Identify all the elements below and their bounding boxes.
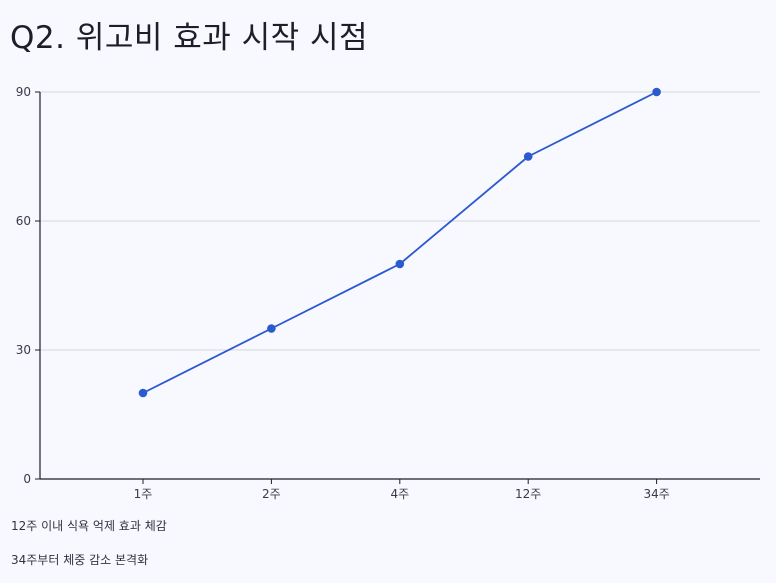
y-tick-label: 30 <box>16 343 31 357</box>
chart-title: Q2. 위고비 효과 시작 시점 <box>10 20 369 56</box>
x-tick-label: 34주 <box>643 487 669 501</box>
x-tick-label: 12주 <box>515 487 541 501</box>
series-line <box>142 91 658 394</box>
y-tick-label: 90 <box>16 85 31 99</box>
data-point <box>138 388 148 398</box>
data-point <box>652 87 661 97</box>
footnote: 12주 이내 식욕 억제 효과 체감 <box>11 519 167 533</box>
data-point <box>267 324 276 333</box>
x-tick-label: 1주 <box>134 487 153 501</box>
y-tick-label: 60 <box>16 214 31 228</box>
tick-labels: 0 30 60 90 1주 2주 4주 12주 34주 <box>16 85 670 501</box>
y-tick-label: 0 <box>23 472 31 486</box>
series <box>138 87 661 398</box>
x-tick-label: 4주 <box>390 487 409 501</box>
line-chart: 0 30 60 90 1주 2주 4주 12주 34주 <box>16 85 760 501</box>
gridlines <box>40 91 760 351</box>
footnotes: 12주 이내 식욕 억제 효과 체감 34주부터 체중 감소 본격화 <box>11 517 751 583</box>
data-point <box>395 259 405 269</box>
data-point <box>523 152 533 161</box>
x-tick-label: 2주 <box>262 487 281 501</box>
footnote: 34주부터 체중 감소 본격화 <box>11 553 149 567</box>
axes <box>35 91 760 484</box>
